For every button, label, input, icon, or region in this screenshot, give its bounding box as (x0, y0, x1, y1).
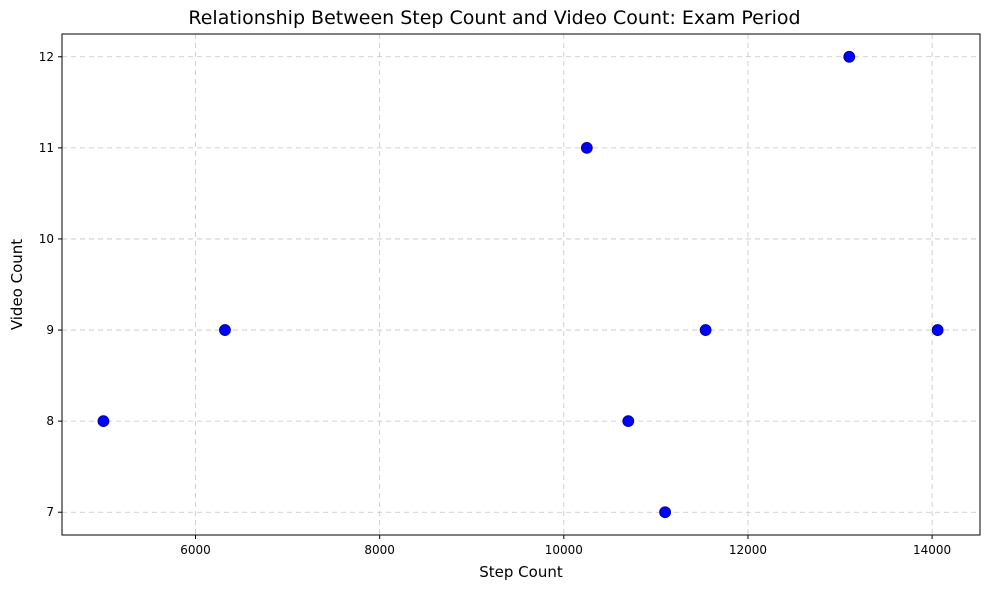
y-tick-label: 10 (39, 232, 54, 246)
data-point (219, 324, 231, 336)
x-tick-label: 12000 (729, 543, 767, 557)
data-point (699, 324, 712, 336)
x-axis-label: Step Count (479, 563, 563, 581)
data-point (97, 415, 110, 428)
y-axis-label: Video Count (8, 239, 26, 330)
data-point (622, 415, 635, 428)
data-point (843, 50, 856, 63)
chart-title: Relationship Between Step Count and Vide… (188, 7, 800, 29)
grid (62, 34, 980, 535)
data-point (931, 324, 944, 336)
x-tick-label: 6000 (180, 543, 211, 557)
x-tick-label: 8000 (364, 543, 395, 557)
data-point (580, 141, 593, 154)
y-tick-label: 8 (46, 414, 54, 428)
y-tick-label: 7 (46, 505, 54, 519)
y-tick-label: 11 (39, 141, 54, 155)
data-points (97, 50, 944, 519)
plot-frame (61, 33, 981, 536)
data-point (659, 506, 671, 519)
y-axis-ticks: 7 8 9 10 11 12 (39, 50, 62, 519)
x-tick-label: 10000 (545, 543, 583, 557)
x-tick-label: 14000 (913, 543, 951, 557)
y-tick-label: 12 (39, 50, 54, 64)
x-axis-ticks: 6000 8000 10000 12000 14000 (180, 535, 951, 557)
y-tick-label: 9 (46, 323, 54, 337)
